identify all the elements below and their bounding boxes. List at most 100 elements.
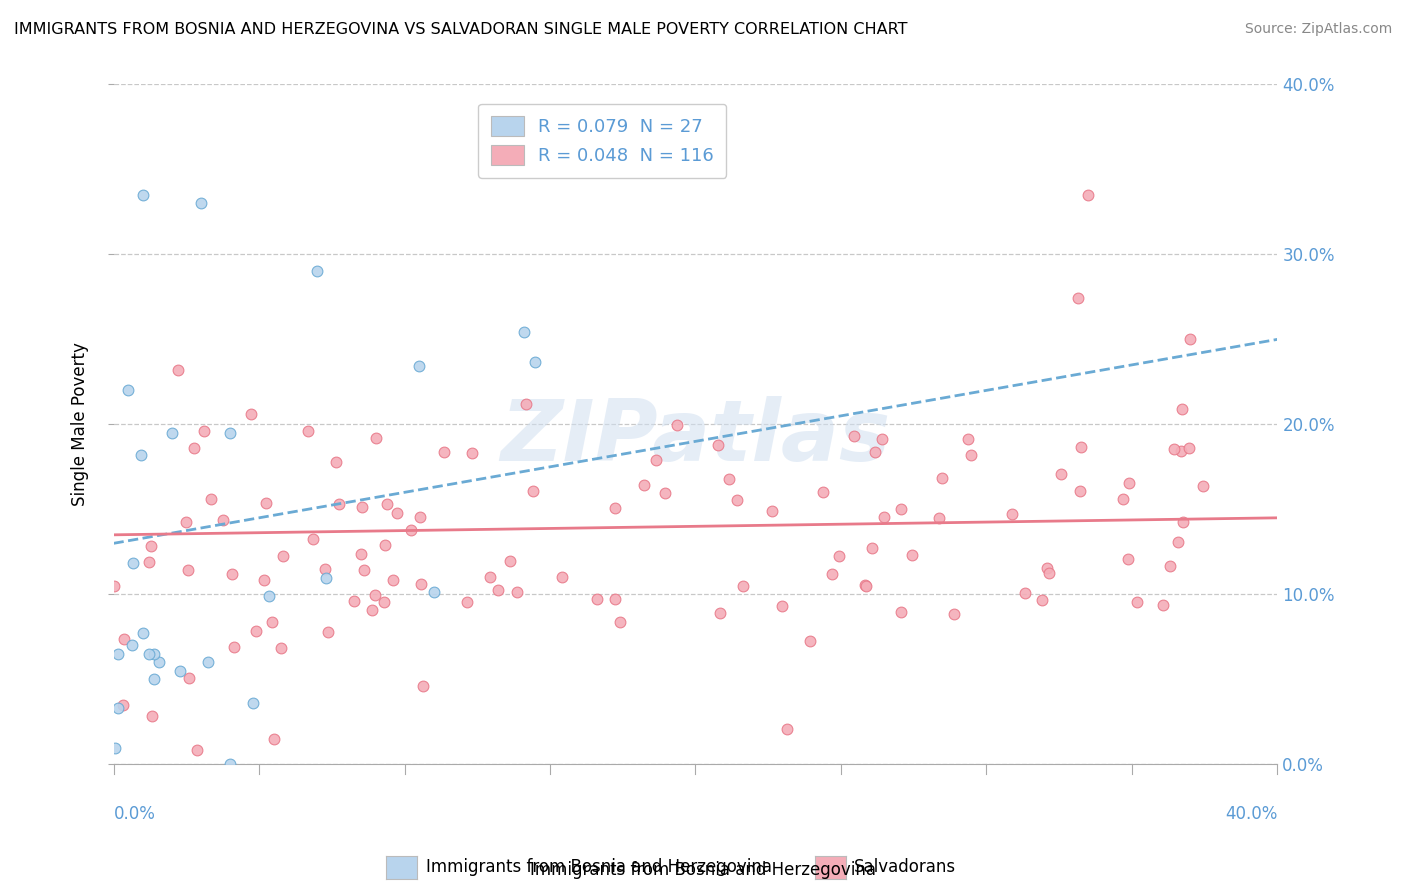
Point — [709, 606, 731, 620]
Text: IMMIGRANTS FROM BOSNIA AND HERZEGOVINA VS SALVADORAN SINGLE MALE POVERTY CORRELA: IMMIGRANTS FROM BOSNIA AND HERZEGOVINA V… — [14, 22, 907, 37]
Point — [382, 573, 405, 587]
Text: 40.0%: 40.0% — [1225, 805, 1278, 823]
Point — [253, 573, 276, 587]
Point — [121, 638, 143, 652]
Point — [901, 548, 924, 562]
Point — [263, 731, 285, 746]
Point — [461, 446, 484, 460]
Point — [609, 615, 631, 630]
Point — [770, 599, 793, 614]
Point — [254, 496, 277, 510]
Point — [167, 363, 190, 377]
Point — [139, 539, 162, 553]
Point — [328, 497, 350, 511]
Point — [131, 625, 153, 640]
Point — [1170, 444, 1192, 458]
Point — [633, 478, 655, 492]
Point — [1070, 440, 1092, 454]
Point — [409, 510, 432, 524]
Point — [1001, 507, 1024, 521]
Point — [550, 569, 572, 583]
Point — [654, 486, 676, 500]
Point — [314, 562, 336, 576]
Point — [1171, 402, 1194, 417]
Point — [499, 554, 522, 568]
Point — [665, 417, 688, 432]
Point — [645, 453, 668, 467]
Point — [112, 698, 135, 712]
Text: ZIPatlas: ZIPatlas — [501, 396, 890, 480]
Y-axis label: Single Male Poverty: Single Male Poverty — [72, 343, 89, 507]
Point — [928, 510, 950, 524]
Point — [872, 432, 894, 446]
Point — [486, 583, 509, 598]
Text: Immigrants from Bosnia and Herzegovina: Immigrants from Bosnia and Herzegovina — [426, 858, 772, 876]
Point — [821, 567, 844, 582]
Text: 0.0%: 0.0% — [114, 805, 156, 823]
Point — [307, 264, 329, 278]
Point — [478, 570, 501, 584]
Point — [512, 325, 534, 339]
Text: Immigrants from Bosnia and Herzegovina: Immigrants from Bosnia and Herzegovina — [530, 861, 876, 879]
Point — [221, 567, 243, 582]
Point — [142, 673, 165, 687]
Point — [177, 671, 200, 685]
Point — [890, 502, 912, 516]
Point — [143, 647, 166, 661]
Point — [1178, 332, 1201, 346]
Point — [183, 441, 205, 455]
Point — [1077, 188, 1099, 202]
Point — [148, 655, 170, 669]
Point — [842, 429, 865, 443]
Point — [186, 743, 208, 757]
Point — [412, 679, 434, 693]
Point — [141, 709, 163, 723]
Point — [853, 578, 876, 592]
Point — [343, 594, 366, 608]
Point — [169, 664, 191, 678]
Point — [200, 491, 222, 506]
Point — [364, 588, 387, 602]
Point — [360, 603, 382, 617]
Point — [297, 425, 319, 439]
Legend: R = 0.079  N = 27, R = 0.048  N = 116: R = 0.079 N = 27, R = 0.048 N = 116 — [478, 103, 727, 178]
Point — [1069, 484, 1091, 499]
Point — [1014, 586, 1036, 600]
Point — [1159, 558, 1181, 573]
Point — [1167, 534, 1189, 549]
Point — [177, 563, 200, 577]
Point — [522, 483, 544, 498]
Point — [315, 571, 337, 585]
Point — [890, 605, 912, 619]
Text: Salvadorans: Salvadorans — [855, 858, 956, 876]
Point — [717, 472, 740, 486]
Point — [1067, 291, 1090, 305]
Point — [160, 425, 183, 440]
Point — [873, 509, 896, 524]
Point — [318, 625, 340, 640]
Point — [1171, 515, 1194, 529]
Point — [432, 445, 454, 459]
Point — [456, 595, 478, 609]
Point — [956, 432, 979, 446]
Point — [1031, 593, 1053, 607]
Point — [138, 647, 160, 661]
Point — [1178, 441, 1201, 455]
Point — [515, 397, 537, 411]
Point — [219, 757, 242, 772]
Point — [707, 438, 730, 452]
Point — [197, 655, 219, 669]
Point — [855, 579, 877, 593]
Point — [131, 188, 153, 202]
Point — [325, 455, 347, 469]
Point — [931, 471, 953, 485]
Point — [1036, 560, 1059, 574]
Point — [506, 585, 529, 599]
Point — [408, 359, 430, 374]
Point — [353, 563, 375, 577]
Point — [117, 383, 139, 397]
Point — [375, 497, 398, 511]
Point — [270, 640, 292, 655]
Point — [811, 484, 834, 499]
Point — [374, 538, 396, 552]
